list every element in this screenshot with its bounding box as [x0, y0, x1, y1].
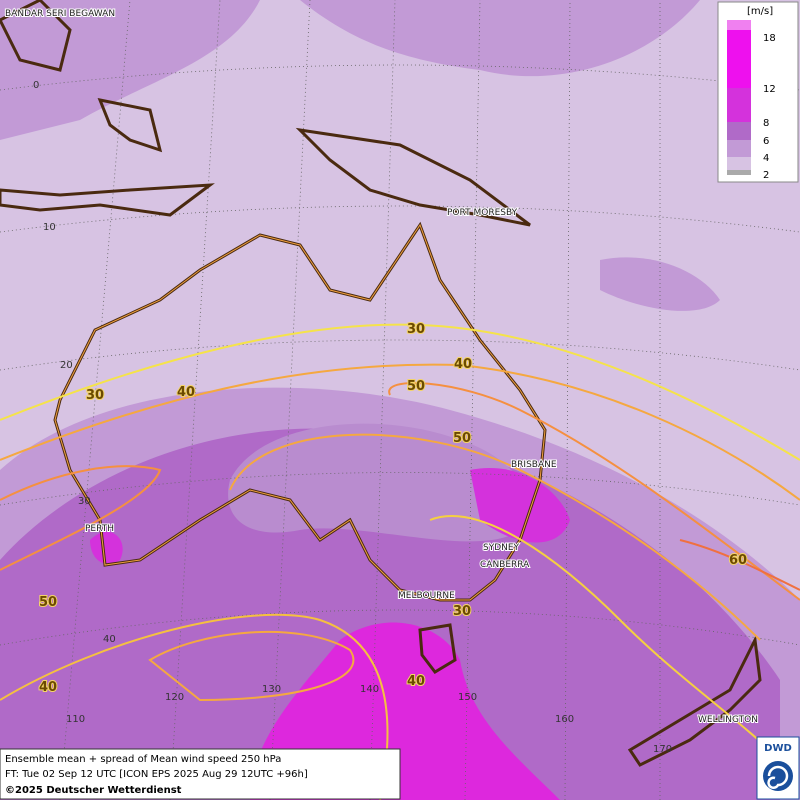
lon-label: 160: [555, 714, 574, 725]
place-labels: BANDAR SERI BEGAWAN PORT MORESBY BRISBAN…: [4, 8, 759, 726]
place-label: PORT MORESBY: [447, 208, 518, 218]
contour-label: 40: [454, 357, 472, 372]
legend-level: 12: [763, 84, 776, 95]
lon-label: 140: [360, 684, 379, 695]
contour-label: 50: [39, 595, 57, 610]
coastlines: [0, 0, 762, 767]
contour-label: 30: [453, 604, 471, 619]
footer-line: ©2025 Deutscher Wetterdienst: [5, 785, 182, 796]
place-label: BANDAR SERI BEGAWAN: [5, 9, 115, 19]
contour-label: 30: [86, 388, 104, 403]
footer-line: FT: Tue 02 Sep 12 UTC [ICON EPS 2025 Aug…: [5, 769, 308, 780]
contour-labels: 30 40 30 40 50 50 50 40 40 30 60: [38, 321, 748, 696]
legend-unit: [m/s]: [747, 6, 773, 17]
lon-label: 170: [653, 744, 672, 755]
legend: [m/s] 18 12 8 6 4 2: [717, 1, 799, 183]
contour-label: 50: [453, 431, 471, 446]
lat-label: 40: [103, 634, 116, 645]
footer-line: Ensemble mean + spread of Mean wind spee…: [5, 754, 281, 765]
lon-label: 110: [66, 714, 85, 725]
legend-level: 18: [763, 33, 776, 44]
grid-labels: 0 10 20 30 40 110 120 130 140 150 160 17…: [33, 80, 672, 755]
lat-label: 0: [33, 80, 39, 91]
legend-level: 6: [763, 136, 769, 147]
lon-label: 150: [458, 692, 477, 703]
place-label: PERTH: [85, 524, 114, 534]
footer: Ensemble mean + spread of Mean wind spee…: [0, 748, 401, 800]
lat-label: 10: [43, 222, 56, 233]
contour-label: 40: [39, 680, 57, 695]
legend-level: 2: [763, 170, 769, 181]
lat-label: 20: [60, 360, 73, 371]
contour-label: 60: [729, 553, 747, 568]
logo-text: DWD: [764, 743, 792, 754]
lat-label: 30: [78, 496, 91, 507]
lon-label: 130: [262, 684, 281, 695]
contour-label: 30: [407, 322, 425, 337]
contour-label: 40: [407, 674, 425, 689]
place-label: CANBERRA: [480, 560, 530, 570]
lon-label: 120: [165, 692, 184, 703]
footer-box: [0, 748, 401, 800]
legend-level: 8: [763, 118, 769, 129]
logo: DWD: [756, 736, 800, 800]
contour-label: 40: [177, 385, 195, 400]
contour-label: 50: [407, 379, 425, 394]
legend-level: 4: [763, 153, 769, 164]
place-label: BRISBANE: [511, 460, 557, 470]
place-label: MELBOURNE: [398, 591, 455, 601]
place-label: SYDNEY: [483, 543, 520, 553]
place-label: WELLINGTON: [698, 715, 758, 725]
contours: [0, 323, 800, 800]
